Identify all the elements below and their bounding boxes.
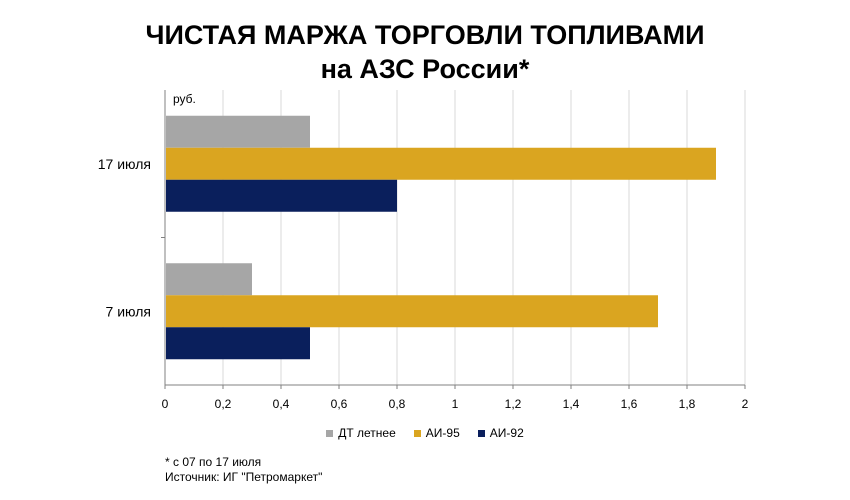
bar	[166, 327, 310, 360]
x-tick-label: 0	[162, 397, 169, 411]
bar	[166, 295, 658, 328]
x-tick-label: 2	[742, 397, 749, 411]
bar	[166, 115, 310, 148]
chart-title-line2: на АЗС России*	[320, 54, 530, 84]
x-tick-label: 0,6	[331, 397, 348, 411]
bar	[166, 147, 716, 180]
bar	[166, 179, 397, 212]
legend-label: ДТ летнее	[338, 426, 396, 440]
x-tick-label: 1,6	[621, 397, 638, 411]
x-tick-label: 1,8	[679, 397, 696, 411]
unit-label: руб.	[173, 92, 196, 106]
footnote: * с 07 по 17 июля Источник: ИГ "Петромар…	[165, 455, 322, 485]
legend-label: АИ-92	[489, 426, 524, 440]
chart-legend: ДТ летнее АИ-95 АИ-92	[0, 426, 850, 440]
x-tick-label: 0,2	[215, 397, 232, 411]
legend-label: АИ-95	[425, 426, 460, 440]
legend-item: АИ-92	[477, 426, 524, 440]
x-tick-label: 0,4	[273, 397, 290, 411]
category-label: 17 июля	[98, 156, 151, 172]
legend-swatch	[477, 429, 485, 437]
chart-title: ЧИСТАЯ МАРЖА ТОРГОВЛИ ТОПЛИВАМИ на АЗС Р…	[0, 18, 850, 86]
legend-item: ДТ летнее	[326, 426, 396, 440]
x-tick-label: 1	[452, 397, 459, 411]
chart-title-line1: ЧИСТАЯ МАРЖА ТОРГОВЛИ ТОПЛИВАМИ	[145, 20, 705, 50]
legend-swatch	[413, 429, 421, 437]
footnote-source: Источник: ИГ "Петромаркет"	[165, 470, 323, 484]
x-tick-label: 1,2	[505, 397, 522, 411]
x-tick-label: 0,8	[389, 397, 406, 411]
bar	[166, 263, 252, 296]
x-tick-label: 1,4	[563, 397, 580, 411]
legend-item: АИ-95	[413, 426, 460, 440]
legend-swatch	[326, 429, 334, 437]
footnote-period: * с 07 по 17 июля	[165, 455, 262, 469]
category-label: 7 июля	[106, 303, 151, 319]
